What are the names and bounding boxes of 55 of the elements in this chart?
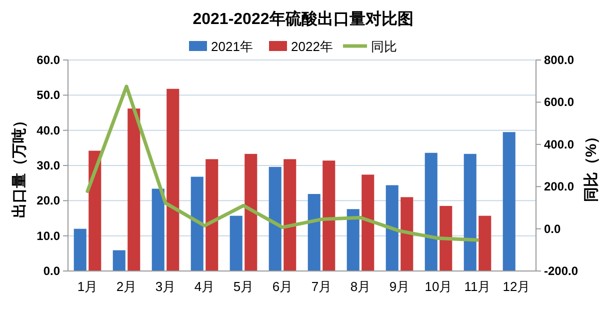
x-tick-label: 12月 — [502, 279, 530, 294]
bar — [284, 159, 296, 271]
y2-tick-label: 0.0 — [544, 222, 562, 236]
chart-title: 2021-2022年硫酸出口量对比图 — [192, 10, 414, 28]
x-tick-label: 4月 — [194, 279, 215, 294]
y2-tick-label: 800.0 — [544, 53, 574, 67]
y-tick-label: 20.0 — [36, 194, 60, 208]
bar — [268, 166, 282, 271]
x-tick-label: 7月 — [311, 279, 332, 294]
bar — [308, 194, 320, 271]
x-tick-label: 10月 — [424, 279, 452, 294]
bar — [206, 159, 218, 271]
bar — [88, 150, 102, 271]
y-tick-label: 60.0 — [36, 53, 60, 67]
x-tick-label: 6月 — [272, 279, 293, 294]
bar — [440, 206, 452, 271]
bar — [502, 132, 516, 271]
x-tick-label: 11月 — [464, 279, 491, 294]
bar — [464, 154, 476, 271]
x-tick-label: 1月 — [77, 279, 98, 294]
bar — [152, 188, 164, 271]
legend-label: 2021年 — [211, 39, 253, 54]
y2-tick-label: 400.0 — [544, 137, 574, 152]
bar — [424, 152, 438, 271]
bar — [190, 176, 204, 271]
y-axis-title: 出口量（万吨） — [11, 113, 28, 218]
x-tick-label: 9月 — [389, 279, 410, 294]
y-tick-label: 10.0 — [36, 228, 60, 243]
x-tick-label: 5月 — [233, 279, 254, 294]
legend-label: 2022年 — [291, 39, 333, 54]
y-tick-label: 0.0 — [43, 264, 60, 278]
y-tick-label: 50.0 — [36, 88, 60, 102]
y2-tick-label: -200.0 — [544, 264, 578, 278]
y2-tick-label: 600.0 — [544, 95, 574, 110]
y2-axis-title: 同比（%） — [583, 128, 600, 202]
y-tick-label: 40.0 — [36, 123, 60, 138]
bar — [478, 216, 492, 271]
legend-label: 同比 — [371, 39, 397, 54]
bar — [346, 209, 360, 271]
bar — [244, 154, 258, 271]
x-tick-label: 2月 — [116, 279, 137, 294]
line-series — [86, 84, 480, 242]
bar — [386, 185, 398, 271]
y-tick-label: 30.0 — [36, 158, 60, 172]
bar — [128, 108, 140, 271]
bar — [230, 216, 242, 271]
bar — [74, 228, 86, 271]
bar — [362, 174, 374, 271]
bar — [400, 197, 414, 271]
bar — [112, 250, 126, 271]
x-tick-label: 8月 — [350, 279, 371, 294]
y2-tick-label: 200.0 — [544, 180, 574, 194]
bar — [166, 88, 180, 271]
x-tick-label: 3月 — [155, 279, 176, 294]
bar — [322, 160, 336, 271]
